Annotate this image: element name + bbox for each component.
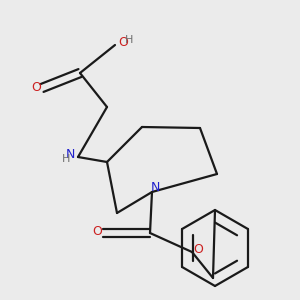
Text: O: O — [92, 225, 102, 238]
Text: O: O — [194, 243, 203, 256]
Text: O: O — [32, 81, 41, 94]
Text: H: H — [125, 34, 134, 45]
Text: O: O — [118, 35, 128, 49]
Text: N: N — [66, 148, 76, 161]
Text: H: H — [62, 154, 70, 164]
Text: N: N — [150, 181, 160, 194]
